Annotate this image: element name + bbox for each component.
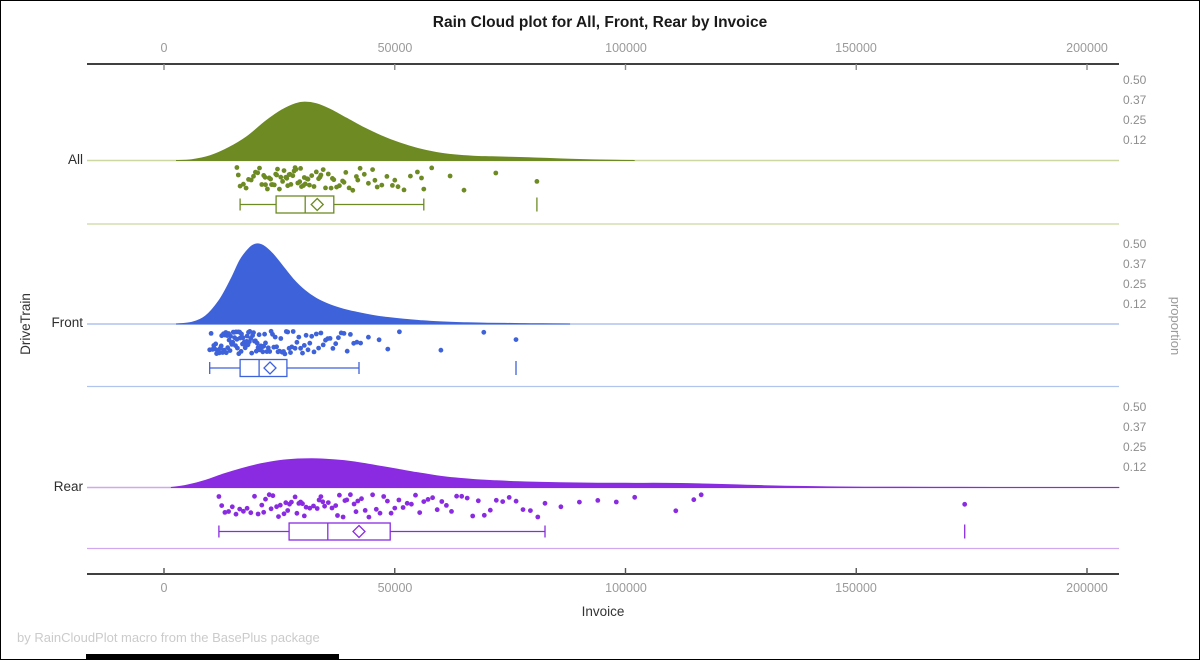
group-label-front: Front (51, 315, 83, 330)
prop-label-front-012: 0.12 (1123, 297, 1147, 311)
band-front (87, 243, 1119, 388)
box-iqr (288, 522, 391, 541)
y2-axis-title: proportion (1168, 296, 1183, 356)
band-all (87, 101, 1119, 225)
mean-diamond (310, 197, 325, 212)
prop-label-all-025: 0.25 (1123, 113, 1147, 127)
x-tick-top-2: 100000 (605, 41, 647, 55)
x-axis-title: Invoice (581, 604, 625, 619)
x-tick-top-3: 150000 (835, 41, 877, 55)
density-rear (170, 458, 1120, 489)
prop-label-rear-037: 0.37 (1123, 420, 1147, 434)
density-all (175, 101, 635, 161)
x-axis-bottom-line (87, 568, 1119, 575)
prop-label-all-050: 0.50 (1123, 73, 1147, 87)
group-label-all: All (67, 152, 83, 167)
rain-points-front (207, 328, 519, 357)
footnote: by RainCloudPlot macro from the BasePlus… (17, 630, 320, 645)
mean-diamond (352, 524, 366, 539)
prop-label-all-012: 0.12 (1123, 133, 1147, 147)
x-tick-top-1: 50000 (377, 41, 413, 55)
x-tick-bottom-4: 200000 (1066, 581, 1108, 595)
mean-diamond (263, 361, 277, 375)
boxplot-all (239, 195, 538, 214)
prop-label-rear-012: 0.12 (1123, 460, 1147, 474)
prop-label-front-037: 0.37 (1123, 257, 1147, 271)
x-axis-top-line (87, 63, 1119, 70)
band-rear (87, 458, 1120, 550)
prop-label-front-025: 0.25 (1123, 277, 1147, 291)
density-front (175, 243, 571, 325)
y-axis-title: DriveTrain (18, 293, 33, 355)
x-tick-bottom-2: 100000 (605, 581, 647, 595)
x-tick-bottom-3: 150000 (835, 581, 877, 595)
boxplot-rear (218, 522, 966, 541)
x-tick-top-4: 200000 (1066, 41, 1108, 55)
bottom-bar (86, 654, 339, 659)
x-tick-bottom-0: 0 (160, 581, 168, 595)
prop-label-rear-025: 0.25 (1123, 440, 1147, 454)
x-tick-bottom-1: 50000 (377, 581, 413, 595)
prop-label-front-050: 0.50 (1123, 237, 1147, 251)
prop-label-all-037: 0.37 (1123, 93, 1147, 107)
x-tick-top-0: 0 (160, 41, 168, 55)
chart-title: Rain Cloud plot for All, Front, Rear by … (432, 14, 768, 31)
prop-label-rear-050: 0.50 (1123, 400, 1147, 414)
rain-points-rear (216, 492, 968, 520)
boxplot-front (209, 358, 517, 378)
rain-points-all (234, 165, 540, 193)
group-label-rear: Rear (53, 479, 83, 494)
